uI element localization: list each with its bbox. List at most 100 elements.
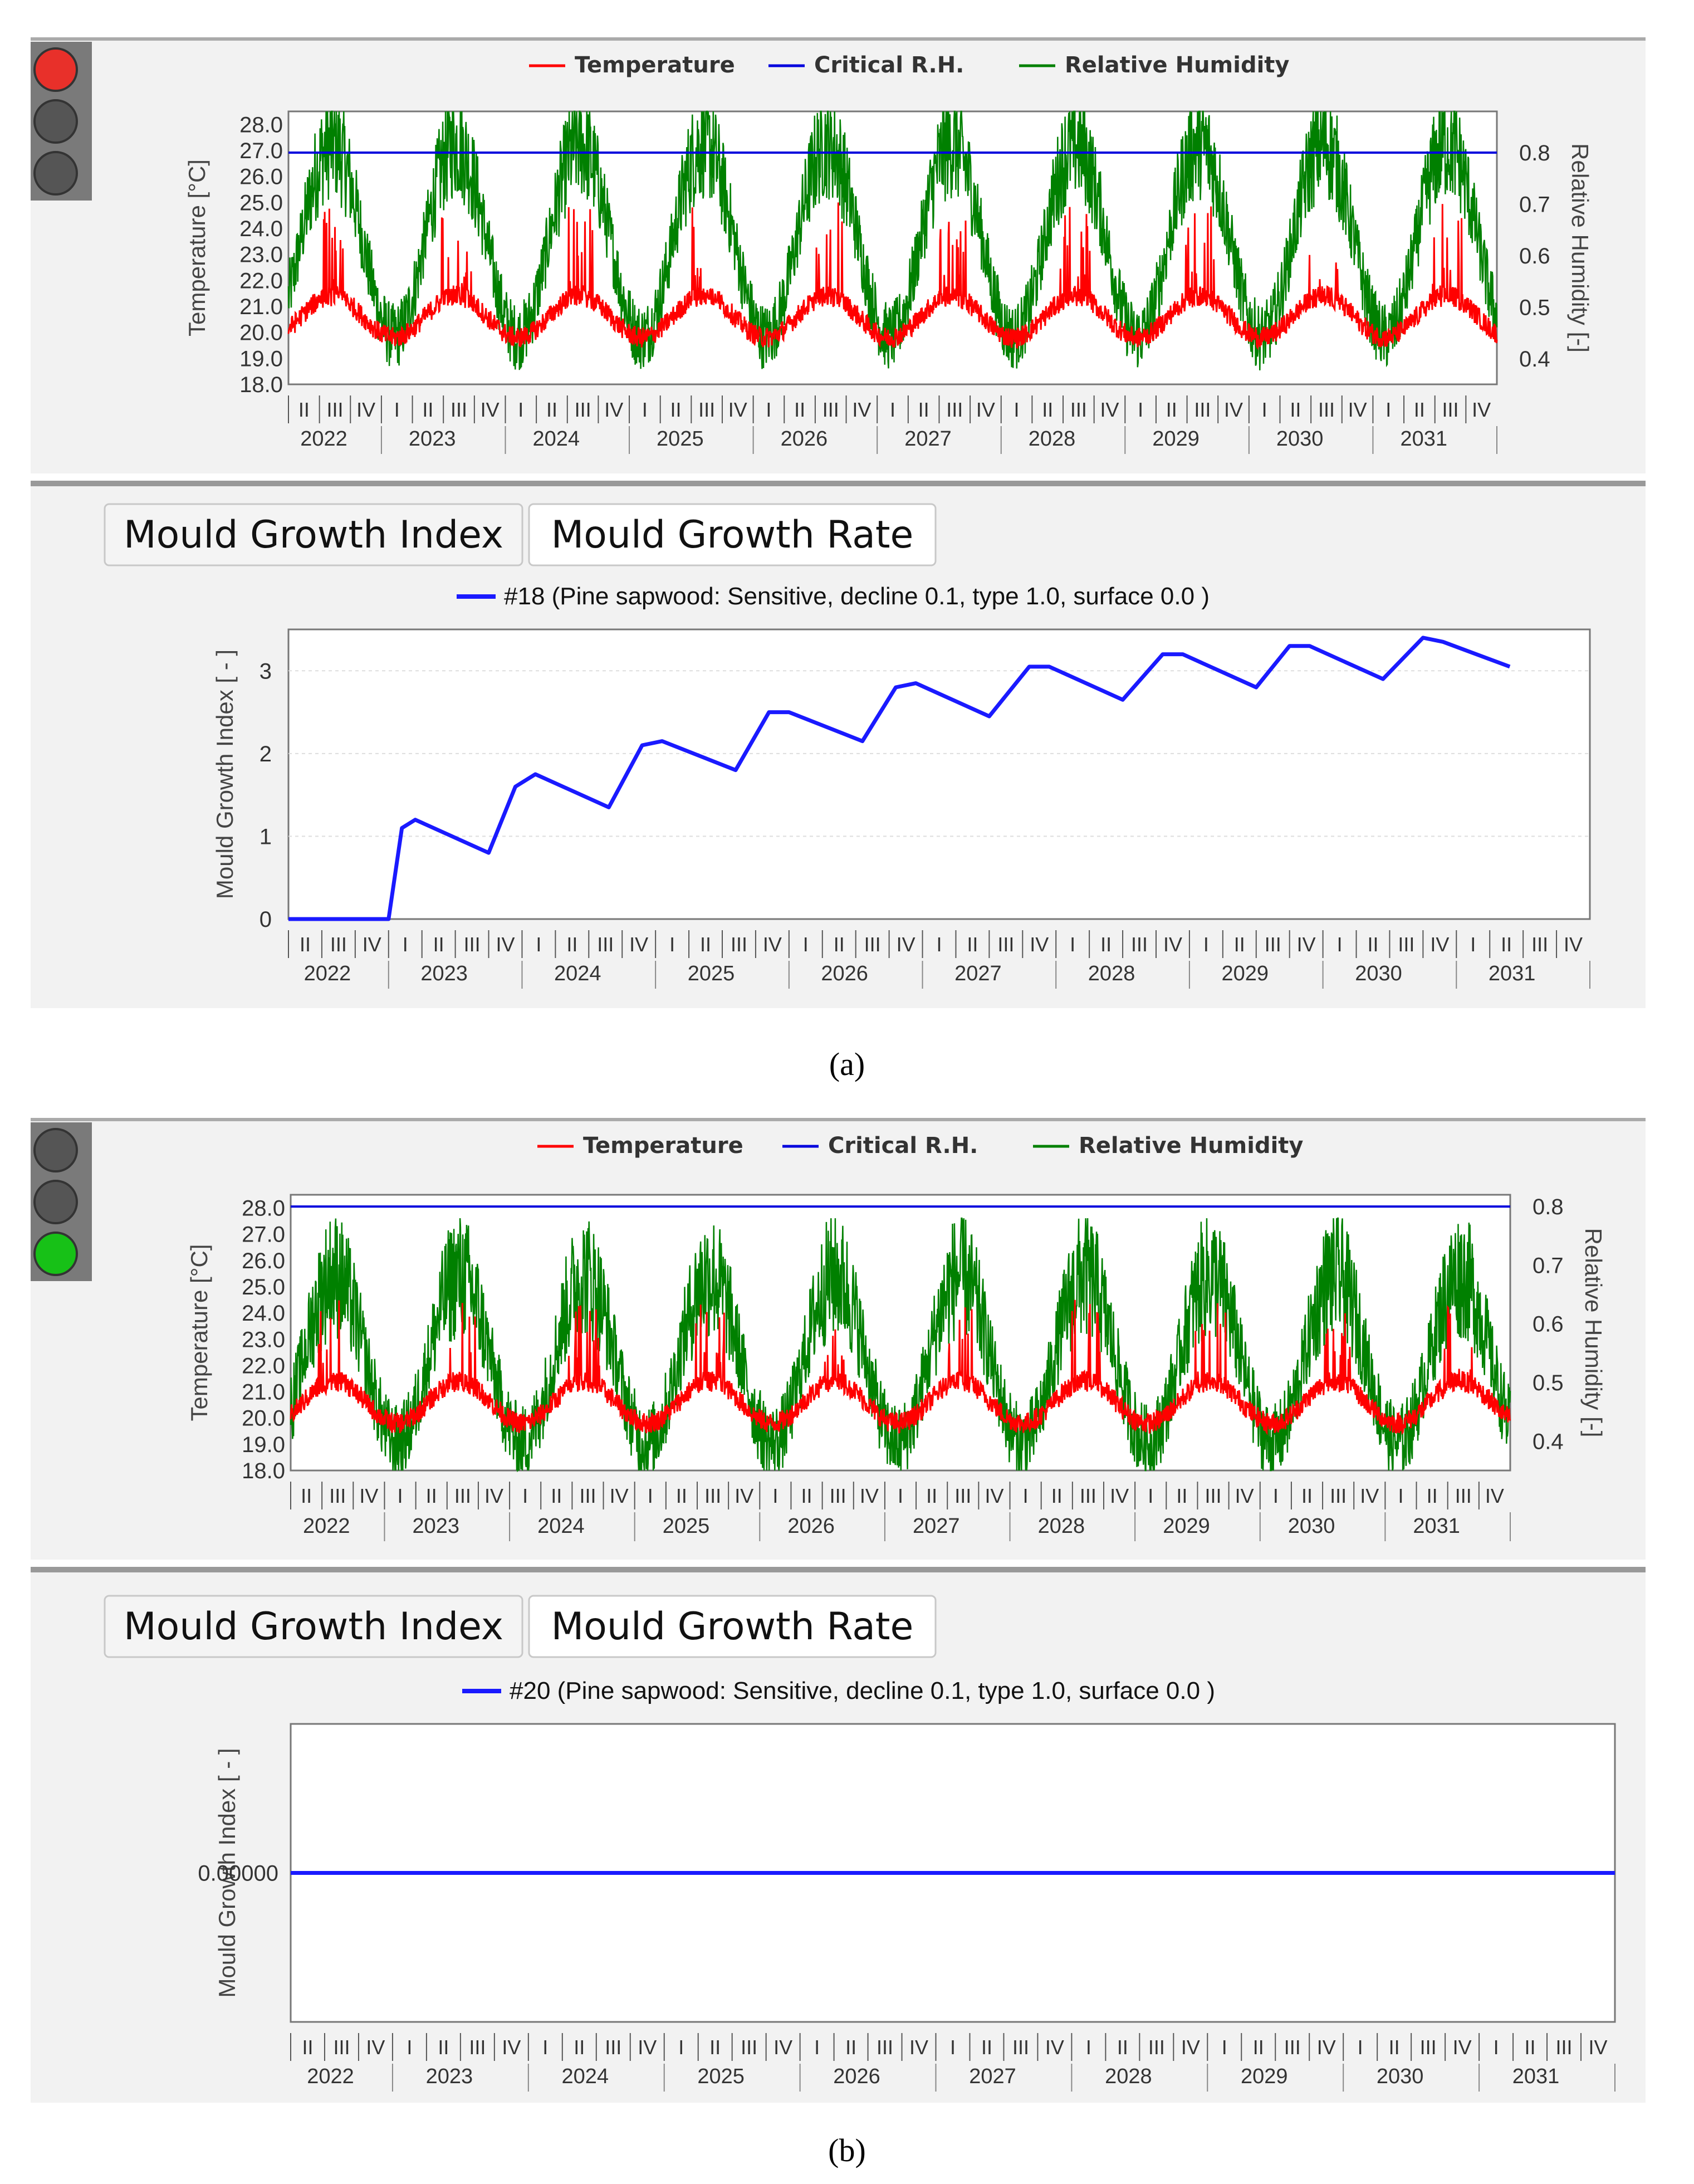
quarter-tick: IV — [1348, 398, 1367, 421]
y-right-tick: 0.4 — [1533, 1429, 1564, 1454]
quarter-tick: III — [830, 1484, 846, 1507]
quarter-tick: I — [1358, 2036, 1363, 2059]
tab-label: Mould Growth Rate — [551, 1605, 914, 1649]
legend-label-0: Temperature — [575, 52, 735, 78]
tab-mould-growth-index[interactable] — [104, 1595, 523, 1658]
y-left-tick: 26.0 — [242, 1249, 285, 1273]
year-label: 2026 — [821, 962, 868, 985]
y-left-tick: 23.0 — [239, 243, 283, 267]
quarter-tick: II — [1176, 1484, 1187, 1507]
y-left-tick: 24.0 — [239, 217, 283, 241]
quarter-tick: IV — [502, 2036, 521, 2059]
quarter-tick: IV — [1360, 1484, 1379, 1507]
quarter-tick: II — [1166, 398, 1177, 421]
y-right-tick: 0.6 — [1533, 1312, 1564, 1337]
yellow-light-icon — [33, 1180, 78, 1224]
quarter-tick: III — [1455, 1484, 1472, 1507]
series-relative-humidity — [287, 110, 1498, 370]
mould-y-tick: 3 — [260, 659, 272, 683]
traffic-light — [31, 1122, 92, 1281]
quarter-tick: IV — [610, 1484, 629, 1507]
quarter-tick: I — [1148, 1484, 1153, 1507]
mould-y-tick: 0.00000 — [198, 1861, 278, 1886]
quarter-tick: IV — [1297, 933, 1316, 956]
year-label: 2023 — [412, 1514, 459, 1538]
quarter-tick: III — [605, 2036, 621, 2059]
quarter-tick: II — [981, 2036, 992, 2059]
quarter-tick: III — [579, 1484, 596, 1507]
mould-y-axis-title: Mould Growth Index [ - ] — [212, 649, 238, 899]
quarter-tick: II — [551, 1484, 562, 1507]
series-temperature — [287, 202, 1498, 350]
y-left-tick: 20.0 — [242, 1406, 285, 1431]
quarter-tick: I — [1086, 2036, 1091, 2059]
quarter-tick: II — [298, 398, 310, 421]
quarter-tick: I — [407, 2036, 412, 2059]
year-label: 2031 — [1413, 1514, 1460, 1538]
year-label: 2026 — [781, 427, 828, 451]
quarter-tick: IV — [1045, 2036, 1064, 2059]
quarter-tick: IV — [1235, 1484, 1254, 1507]
year-label: 2029 — [1152, 427, 1199, 451]
quarter-tick: I — [669, 933, 675, 956]
y-right-tick: 0.5 — [1533, 1371, 1564, 1395]
quarter-tick: IV — [1317, 2036, 1336, 2059]
year-label: 2023 — [409, 427, 456, 451]
quarter-tick: I — [1222, 2036, 1227, 2059]
figure-panel-b: Temperature Critical R.H. Relative Humidit… — [31, 1118, 1646, 2103]
mould-y-axis-title: Mould Growth Index [ - ] — [214, 1748, 240, 1997]
quarter-tick: II — [1117, 2036, 1128, 2059]
legend-label-2: Relative Humidity — [1065, 52, 1289, 78]
quarter-tick: IV — [1100, 398, 1119, 421]
quarter-tick: II — [676, 1484, 687, 1507]
quarter-tick: II — [1290, 398, 1301, 421]
quarter-tick: II — [302, 2036, 313, 2059]
y-right-tick: 0.8 — [1519, 141, 1550, 165]
year-label: 2027 — [913, 1514, 960, 1538]
tab-label: Mould Growth Rate — [551, 513, 914, 557]
figure-panel-a: Temperature Critical R.H. Relative Humidit… — [31, 37, 1646, 1008]
quarter-tick: IV — [1110, 1484, 1129, 1507]
quarter-tick: I — [642, 398, 648, 421]
quarter-tick: II — [438, 2036, 449, 2059]
quarter-tick: III — [954, 1484, 971, 1507]
quarter-tick: III — [741, 2036, 757, 2059]
year-label: 2030 — [1276, 427, 1324, 451]
tab-mould-growth-rate[interactable] — [528, 1595, 937, 1658]
series-temperature — [290, 1299, 1511, 1435]
quarter-tick: I — [1203, 933, 1209, 956]
year-label: 2022 — [304, 962, 351, 985]
tab-mould-growth-index[interactable] — [104, 503, 523, 566]
tab-mould-growth-rate[interactable] — [528, 503, 937, 566]
quarter-tick: III — [469, 2036, 486, 2059]
quarter-tick: II — [1427, 1484, 1438, 1507]
legend-label-2: Relative Humidity — [1079, 1133, 1303, 1159]
quarter-tick: IV — [1453, 2036, 1472, 2059]
quarter-tick: III — [731, 933, 747, 956]
y-left-tick: 28.0 — [242, 1196, 285, 1221]
year-label: 2028 — [1029, 427, 1076, 451]
quarter-tick: II — [709, 2036, 721, 2059]
y-left-tick: 18.0 — [242, 1459, 285, 1483]
year-label: 2028 — [1088, 962, 1135, 985]
quarter-tick: I — [803, 933, 809, 956]
quarter-tick: I — [1138, 398, 1143, 421]
y-right-tick: 0.5 — [1519, 295, 1550, 320]
quarter-tick: IV — [728, 398, 747, 421]
legend-label-0: Temperature — [583, 1133, 743, 1159]
green-light-icon — [33, 151, 78, 196]
quarter-tick: II — [794, 398, 805, 421]
quarter-tick: II — [1042, 398, 1053, 421]
y-left-axis-title: Temperature [°C] — [186, 1244, 212, 1421]
quarter-tick: II — [1100, 933, 1112, 956]
y-right-tick: 0.7 — [1533, 1253, 1564, 1278]
quarter-tick: I — [648, 1484, 653, 1507]
year-label: 2027 — [969, 2065, 1016, 2088]
yellow-light-icon — [33, 99, 78, 144]
quarter-tick: I — [1470, 933, 1476, 956]
year-label: 2028 — [1038, 1514, 1085, 1538]
quarter-tick: II — [1367, 933, 1378, 956]
quarter-tick: I — [542, 2036, 548, 2059]
quarter-tick: III — [1070, 398, 1087, 421]
y-left-tick: 26.0 — [239, 165, 283, 189]
